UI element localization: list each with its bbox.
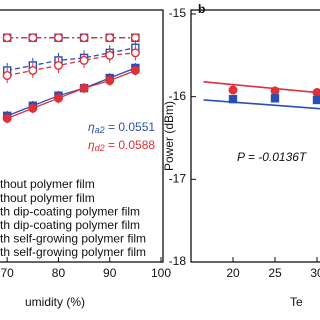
legend-label: thout polymer film	[0, 191, 95, 205]
marker	[28, 65, 38, 75]
left-frame	[0, 9, 164, 263]
series-line	[7, 52, 136, 77]
series-line	[6, 69, 136, 119]
fit-line	[203, 80, 320, 94]
marker	[79, 33, 89, 43]
marker	[79, 83, 89, 93]
x-tick-label: 30	[310, 266, 320, 280]
annotation: ηd2 = 0.0588	[88, 138, 155, 153]
x-tick-label: 100	[151, 266, 171, 280]
legend-label: th self-growing polymer film	[0, 232, 146, 246]
x-tick-label: 25	[268, 266, 282, 280]
y-tick-label: -18	[169, 254, 187, 268]
marker	[130, 48, 140, 58]
annotation: P = -0.0136T	[237, 150, 308, 164]
panel-label: b	[198, 2, 205, 16]
marker	[105, 76, 115, 86]
marker	[130, 65, 140, 75]
y-tick-label: -16	[169, 89, 187, 103]
legend-label: th dip-coating polymer film	[0, 204, 140, 218]
marker	[28, 103, 38, 113]
marker	[228, 85, 238, 95]
right-frame	[190, 9, 320, 263]
subscript: d2	[95, 143, 105, 153]
marker	[28, 33, 38, 43]
legend-label: th dip-coating polymer film	[0, 218, 140, 232]
annotation-text: = 0.0588	[105, 138, 156, 152]
marker	[270, 94, 280, 103]
symbol: η	[88, 120, 95, 134]
marker	[105, 33, 115, 43]
legend-label: th self-growing polymer film	[0, 245, 146, 259]
symbol: η	[88, 138, 95, 152]
series-line	[6, 67, 136, 117]
legend-label: thout polymer film	[0, 177, 95, 191]
marker	[2, 113, 12, 123]
marker	[53, 93, 63, 103]
fit-line	[203, 99, 320, 110]
x-axis-label: Te	[290, 295, 303, 309]
x-tick-label: 20	[226, 266, 240, 280]
marker	[79, 55, 89, 65]
annotation-text: = 0.0551	[105, 120, 156, 134]
marker	[105, 50, 115, 60]
marker	[53, 33, 63, 43]
marker	[312, 95, 320, 105]
subscript: a2	[95, 125, 105, 135]
y-tick-label: -17	[169, 172, 187, 186]
x-tick-label: 90	[103, 266, 117, 280]
x-tick-label: 70	[0, 266, 14, 280]
annotation: ηa2 = 0.0551	[88, 120, 155, 135]
y-axis-label: Power (dBm)	[162, 101, 176, 171]
marker	[53, 60, 63, 70]
x-tick-label: 80	[52, 266, 66, 280]
y-tick-label: -15	[169, 6, 187, 20]
series-line	[7, 47, 136, 72]
marker	[2, 71, 12, 81]
x-axis-label: umidity (%)	[25, 295, 85, 309]
marker	[2, 33, 12, 43]
